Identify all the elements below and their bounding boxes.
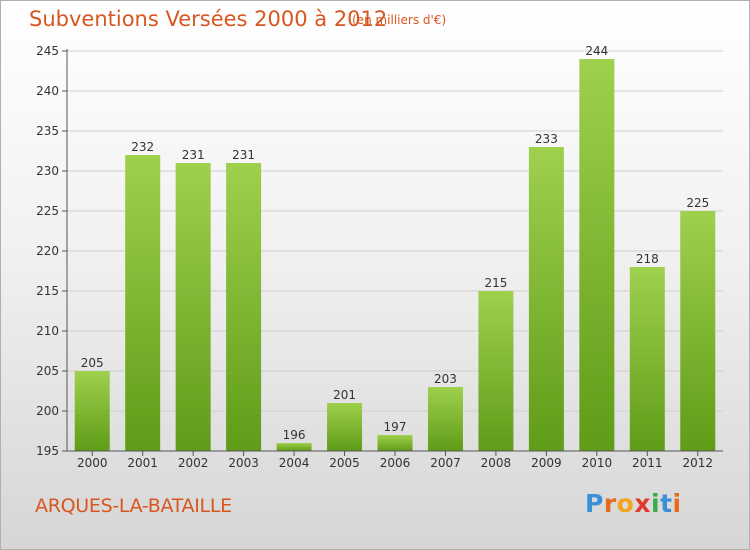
bar-2002 [175, 163, 211, 451]
chart-subtitle: (en milliers d'€) [352, 13, 447, 27]
bar-2011 [629, 267, 665, 451]
x-tick-label-2003: 2003 [228, 456, 259, 470]
y-tick-label: 230 [36, 164, 59, 178]
value-label-2005: 201 [333, 388, 356, 402]
x-tick-label-2002: 2002 [178, 456, 209, 470]
bar-2003 [226, 163, 262, 451]
value-label-2009: 233 [535, 132, 558, 146]
y-tick-label: 240 [36, 84, 59, 98]
x-tick-label-2000: 2000 [77, 456, 108, 470]
y-tick-label: 200 [36, 404, 59, 418]
place-name: ARQUES-LA-BATAILLE [35, 495, 232, 517]
y-tick-label: 215 [36, 284, 59, 298]
value-label-2008: 215 [484, 276, 507, 290]
value-label-2003: 231 [232, 148, 255, 162]
y-tick-label: 225 [36, 204, 59, 218]
bar-2000 [74, 371, 110, 451]
x-tick-label-2010: 2010 [582, 456, 613, 470]
value-label-2012: 225 [686, 196, 709, 210]
bar-2006 [377, 435, 413, 451]
logo-letter: o [616, 489, 635, 518]
bar-2009 [528, 147, 564, 451]
y-tick-label: 195 [36, 444, 59, 458]
value-label-2007: 203 [434, 372, 457, 386]
x-tick-label-2009: 2009 [531, 456, 562, 470]
logo-letter: x [634, 489, 651, 518]
bar-2007 [427, 387, 463, 451]
value-label-2006: 197 [384, 420, 407, 434]
value-label-2011: 218 [636, 252, 659, 266]
chart-title: Subventions Versées 2000 à 2012 [29, 7, 388, 31]
x-tick-label-2011: 2011 [632, 456, 663, 470]
value-label-2002: 231 [182, 148, 205, 162]
y-tick-label: 245 [36, 44, 59, 58]
x-tick-label-2004: 2004 [279, 456, 310, 470]
y-tick-label: 220 [36, 244, 59, 258]
bar-2008 [478, 291, 514, 451]
value-label-2000: 205 [81, 356, 104, 370]
value-label-2010: 244 [585, 44, 608, 58]
x-tick-label-2008: 2008 [481, 456, 512, 470]
axes: 195 200 205 210 215 220 225 230 235 240 245 2000 200… [36, 44, 723, 470]
bar-2005 [327, 403, 363, 451]
bar-2004 [276, 443, 312, 451]
x-tick-label-2006: 2006 [380, 456, 411, 470]
logo-letter: i [651, 489, 661, 518]
y-tick-label: 210 [36, 324, 59, 338]
bar-2012 [680, 211, 716, 451]
grid-lines [67, 50, 723, 412]
logo-letter: i [672, 489, 682, 518]
x-tick-label-2001: 2001 [127, 456, 158, 470]
y-tick-label: 235 [36, 124, 59, 138]
logo-letter: r [603, 489, 617, 518]
proxiti-logo: Proxiti [585, 489, 682, 518]
bar-2010 [579, 59, 615, 451]
logo-letter: t [660, 489, 673, 518]
bar-2001 [125, 155, 161, 451]
x-tick-label-2012: 2012 [682, 456, 713, 470]
logo-letter: P [585, 489, 604, 518]
x-tick-label-2005: 2005 [329, 456, 360, 470]
bars: 205 232 231 231 196 201 197 203 215 233 244 218 225 [74, 44, 716, 451]
y-tick-label: 205 [36, 364, 59, 378]
x-tick-label-2007: 2007 [430, 456, 461, 470]
value-label-2004: 196 [283, 428, 306, 442]
value-label-2001: 232 [131, 140, 154, 154]
